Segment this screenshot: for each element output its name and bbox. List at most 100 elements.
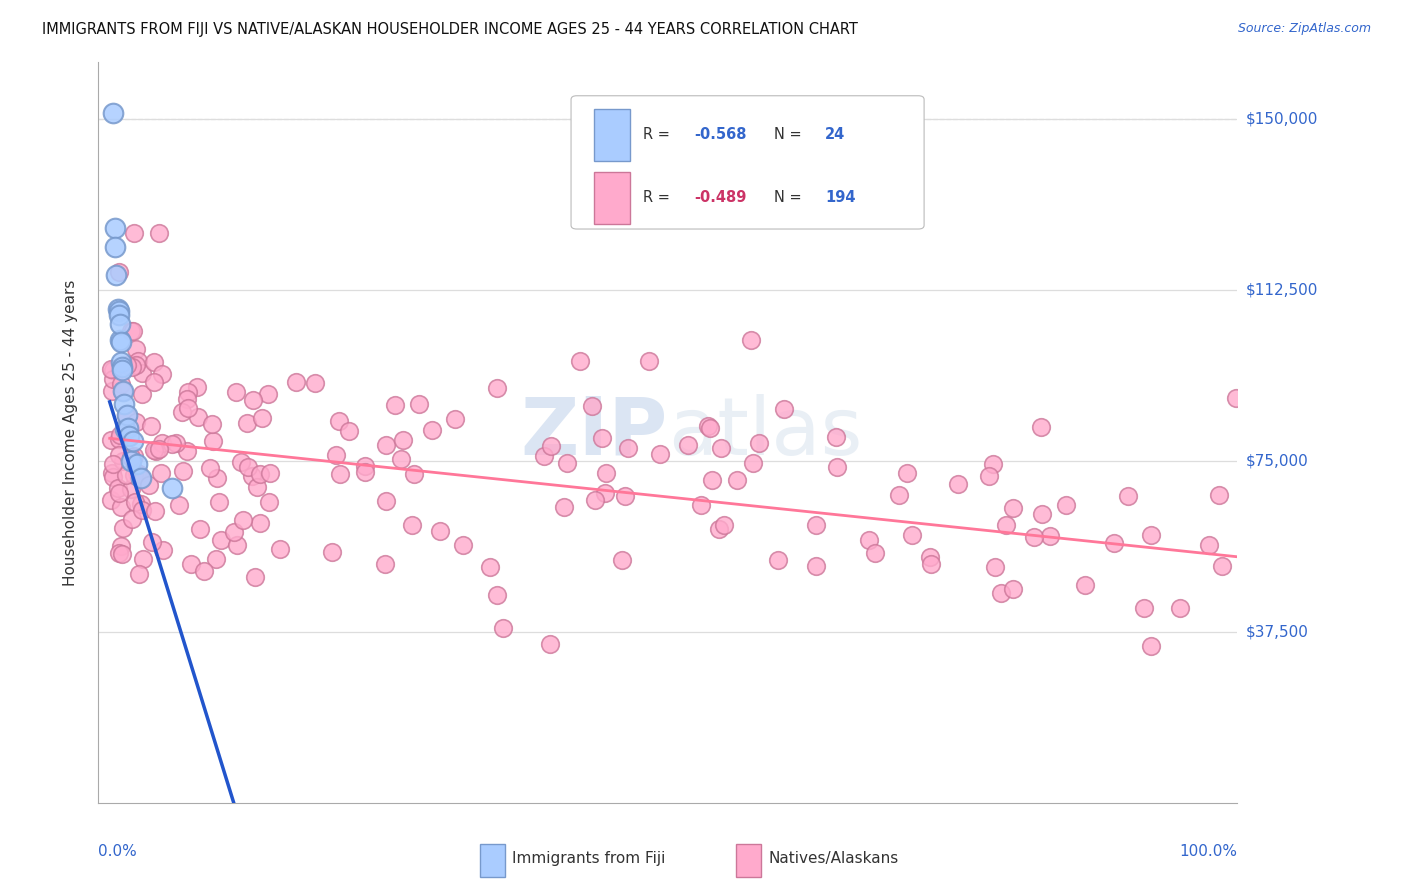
Point <box>226 538 249 552</box>
Point <box>583 492 606 507</box>
Point <box>131 503 153 517</box>
Text: Immigrants from Fiji: Immigrants from Fiji <box>512 851 665 866</box>
Point <box>538 637 561 651</box>
Point <box>129 471 152 485</box>
Point <box>710 441 733 455</box>
Point <box>143 443 166 458</box>
Point <box>977 468 1000 483</box>
Point <box>122 449 145 463</box>
Point <box>678 438 700 452</box>
Point <box>201 434 224 448</box>
Text: 100.0%: 100.0% <box>1180 844 1237 858</box>
Point <box>201 417 224 431</box>
Text: IMMIGRANTS FROM FIJI VS NATIVE/ALASKAN HOUSEHOLDER INCOME AGES 25 - 44 YEARS COR: IMMIGRANTS FROM FIJI VS NATIVE/ALASKAN H… <box>42 22 858 37</box>
Point <box>112 384 135 398</box>
Point <box>697 419 720 434</box>
Point <box>242 392 264 407</box>
Point <box>111 548 134 562</box>
Point <box>1039 529 1062 543</box>
FancyBboxPatch shape <box>479 844 505 877</box>
Point <box>384 398 406 412</box>
Point <box>114 422 136 436</box>
Point <box>374 558 396 572</box>
FancyBboxPatch shape <box>571 95 924 229</box>
Point <box>269 542 291 557</box>
Point <box>806 517 828 532</box>
Point <box>1118 489 1140 503</box>
Point <box>176 444 198 458</box>
Point <box>581 399 603 413</box>
Point <box>110 334 132 349</box>
Point <box>492 621 515 635</box>
Point <box>1073 578 1095 592</box>
Point <box>990 586 1012 600</box>
Point <box>1031 507 1053 521</box>
Point <box>143 355 166 369</box>
Point <box>100 361 122 376</box>
Point <box>107 308 129 322</box>
Point <box>148 442 170 457</box>
Text: Source: ZipAtlas.com: Source: ZipAtlas.com <box>1237 22 1371 36</box>
Point <box>125 416 148 430</box>
Point <box>131 386 153 401</box>
Point <box>115 358 138 372</box>
Text: ZIP: ZIP <box>520 393 668 472</box>
Point <box>193 564 215 578</box>
Point <box>699 421 721 435</box>
Point <box>825 430 848 444</box>
Point <box>143 504 166 518</box>
Point <box>103 372 125 386</box>
Point <box>129 497 152 511</box>
Point <box>108 448 131 462</box>
Point <box>172 405 194 419</box>
Point <box>329 467 352 481</box>
Point <box>110 377 132 392</box>
Point <box>108 432 131 446</box>
Point <box>429 524 451 538</box>
Point <box>120 482 142 496</box>
Point <box>392 434 415 448</box>
Point <box>595 467 617 481</box>
Point <box>827 460 849 475</box>
Point <box>259 495 281 509</box>
Text: $75,000: $75,000 <box>1246 454 1309 468</box>
Point <box>120 454 142 468</box>
Point <box>1211 558 1233 573</box>
Point <box>131 366 153 380</box>
Point <box>117 409 139 424</box>
Point <box>120 450 142 464</box>
Point <box>122 325 145 339</box>
Point <box>160 481 183 495</box>
Point <box>150 467 173 481</box>
Point <box>648 447 671 461</box>
Point <box>540 439 562 453</box>
Point <box>918 549 941 564</box>
Point <box>129 471 152 485</box>
Point <box>101 467 124 481</box>
Point <box>555 456 578 470</box>
Point <box>354 459 377 474</box>
Point <box>100 433 122 447</box>
Point <box>150 367 173 381</box>
Point <box>249 516 271 530</box>
Point <box>766 552 789 566</box>
Point <box>108 334 131 348</box>
Point <box>177 384 200 399</box>
Point <box>1001 501 1024 516</box>
Point <box>127 466 149 480</box>
Point <box>1054 499 1077 513</box>
Point <box>104 221 127 235</box>
Point <box>804 559 827 574</box>
Point <box>177 401 200 416</box>
Point <box>142 375 165 389</box>
Point <box>773 402 796 417</box>
Point <box>741 456 763 470</box>
Point <box>118 429 141 443</box>
Point <box>595 486 617 500</box>
Point <box>354 465 377 479</box>
Point <box>257 387 280 401</box>
Point <box>186 379 208 393</box>
Point <box>1168 600 1191 615</box>
Text: $37,500: $37,500 <box>1246 624 1309 640</box>
Point <box>111 521 134 535</box>
